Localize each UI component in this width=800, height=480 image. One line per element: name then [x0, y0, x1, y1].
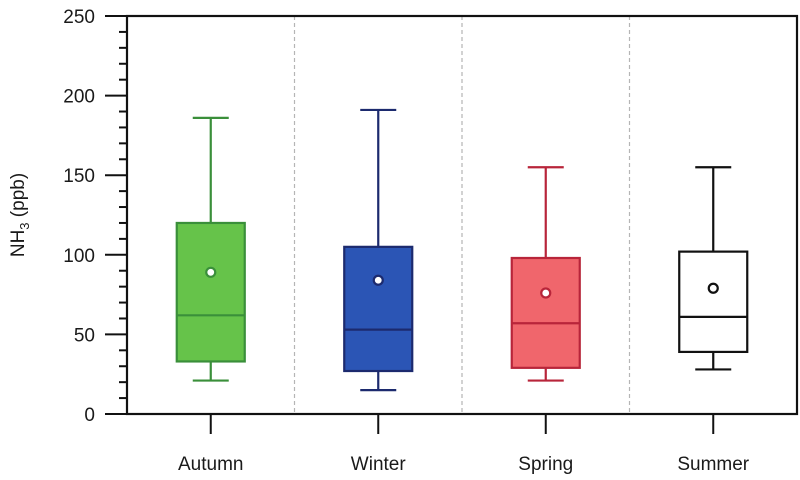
y-tick-label: 200 — [63, 87, 95, 108]
x-category-label: Autumn — [178, 454, 243, 475]
x-category-label: Winter — [351, 454, 407, 475]
iqr-box — [343, 245, 414, 373]
box-autumn — [175, 116, 246, 382]
box-plot-series — [175, 108, 749, 392]
x-category-label: Summer — [677, 454, 749, 475]
y-axis: 0 50 100 150 200 250 — [63, 7, 127, 426]
y-tick-label: 150 — [63, 166, 95, 187]
box-summer — [678, 166, 749, 371]
iqr-box — [510, 256, 581, 369]
category-separators — [293, 16, 631, 414]
y-tick-label: 250 — [63, 7, 95, 28]
box-spring — [510, 166, 581, 382]
mean-marker — [205, 266, 217, 278]
iqr-box — [175, 221, 246, 363]
box-winter — [343, 108, 414, 392]
y-tick-label: 100 — [63, 246, 95, 267]
iqr-box — [678, 250, 749, 354]
y-tick-label: 50 — [74, 325, 95, 346]
mean-marker — [540, 287, 552, 299]
x-axis: Autumn Winter Spring Summer — [178, 414, 750, 475]
x-category-label: Spring — [518, 454, 573, 475]
mean-marker — [372, 274, 384, 286]
mean-marker — [707, 282, 719, 294]
y-tick-label: 0 — [84, 405, 95, 426]
plot-frame — [125, 14, 799, 416]
y-axis-title: NH3 (ppb) — [8, 173, 32, 257]
